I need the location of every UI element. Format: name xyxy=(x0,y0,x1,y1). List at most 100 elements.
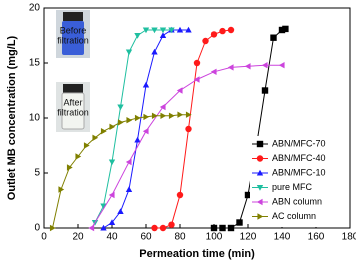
inset-label: After xyxy=(63,97,82,107)
marker xyxy=(142,81,150,88)
marker xyxy=(278,62,285,69)
marker xyxy=(100,128,107,135)
marker xyxy=(125,49,133,56)
marker xyxy=(117,119,124,126)
marker xyxy=(88,224,95,232)
marker xyxy=(100,224,107,231)
x-tick-label: 0 xyxy=(41,232,47,243)
legend-marker xyxy=(256,169,264,176)
marker xyxy=(227,64,234,71)
marker xyxy=(227,26,235,34)
x-tick-label: 20 xyxy=(72,232,84,243)
marker xyxy=(270,34,277,41)
marker xyxy=(108,159,116,166)
marker xyxy=(125,186,133,193)
marker xyxy=(159,224,167,232)
marker xyxy=(282,25,289,33)
legend-marker xyxy=(256,140,264,148)
marker xyxy=(227,224,235,232)
inset-label: Before xyxy=(60,25,87,35)
marker xyxy=(159,27,167,34)
vial-clear xyxy=(61,92,85,130)
marker xyxy=(176,191,184,199)
marker xyxy=(66,164,73,171)
legend-label: AC column xyxy=(272,211,316,221)
x-tick-label: 160 xyxy=(308,232,325,243)
legend-label: ABN column xyxy=(272,196,322,206)
marker xyxy=(134,32,141,39)
legend-marker xyxy=(257,213,264,220)
legend-box xyxy=(250,136,346,227)
inset-label: filtration xyxy=(57,107,89,117)
legend-label: ABN/MFC-10 xyxy=(272,167,326,177)
inset-photos xyxy=(56,10,90,132)
marker xyxy=(159,103,166,111)
marker xyxy=(176,87,183,94)
marker xyxy=(193,59,201,67)
series-line xyxy=(103,29,189,229)
marker xyxy=(193,76,200,83)
marker xyxy=(185,111,192,118)
marker xyxy=(143,113,150,121)
x-tick-label: 40 xyxy=(106,232,118,243)
marker xyxy=(168,221,175,228)
marker xyxy=(168,112,175,119)
y-tick-label: 10 xyxy=(29,113,41,124)
marker xyxy=(244,191,252,199)
marker xyxy=(160,112,167,119)
x-tick-label: 100 xyxy=(206,232,223,243)
marker xyxy=(49,224,56,232)
marker xyxy=(92,134,99,141)
y-tick-label: 0 xyxy=(34,223,40,234)
marker xyxy=(210,68,217,75)
marker xyxy=(142,27,150,34)
marker xyxy=(58,186,65,193)
y-tick-label: 5 xyxy=(34,168,40,179)
y-tick-label: 20 xyxy=(29,3,41,14)
marker xyxy=(151,27,158,34)
vial-cap xyxy=(63,12,83,21)
marker xyxy=(210,31,218,38)
marker xyxy=(142,128,149,135)
marker xyxy=(236,219,243,226)
marker xyxy=(83,142,90,149)
x-axis-title: Permeation time (min) xyxy=(139,248,255,260)
marker xyxy=(126,117,133,124)
inset-label: filtration xyxy=(57,35,89,45)
marker xyxy=(151,112,158,119)
x-tick-label: 120 xyxy=(240,232,257,243)
vial-cap xyxy=(63,84,83,93)
marker xyxy=(100,203,107,210)
marker xyxy=(244,63,251,70)
legend-marker xyxy=(256,198,263,206)
marker xyxy=(134,136,141,143)
marker xyxy=(177,111,184,118)
marker xyxy=(108,219,116,226)
marker xyxy=(159,32,167,39)
x-tick-label: 80 xyxy=(174,232,186,243)
legend-label: pure MFC xyxy=(272,182,313,192)
marker xyxy=(117,104,124,111)
series-line xyxy=(154,29,232,229)
marker xyxy=(219,27,226,35)
marker xyxy=(168,27,175,34)
marker xyxy=(202,37,209,45)
legend-label: ABN/MFC-40 xyxy=(272,153,326,163)
marker xyxy=(109,123,116,130)
vial-blue xyxy=(62,21,84,55)
legend-label: ABN/MFC-70 xyxy=(272,138,326,148)
x-tick-label: 140 xyxy=(274,232,291,243)
legend-marker xyxy=(256,184,264,191)
marker xyxy=(185,26,192,33)
marker xyxy=(108,191,115,199)
series-line xyxy=(94,29,172,223)
y-tick-label: 15 xyxy=(29,58,41,69)
marker xyxy=(117,208,124,215)
marker xyxy=(261,62,268,69)
marker xyxy=(219,224,226,232)
marker xyxy=(134,114,141,122)
marker xyxy=(278,26,286,34)
x-tick-label: 180 xyxy=(342,232,356,243)
marker xyxy=(75,153,82,160)
